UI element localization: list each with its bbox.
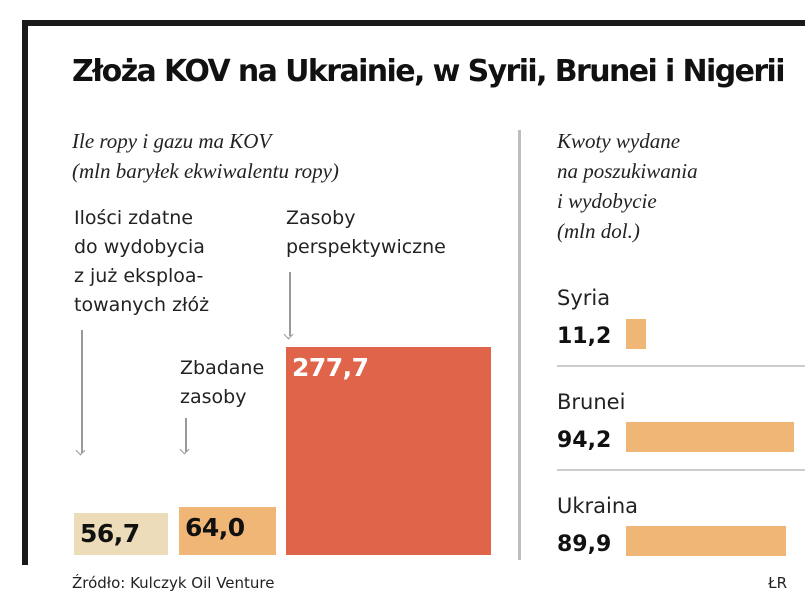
row-separator [557, 365, 805, 367]
category-label-line: Zasoby [286, 207, 356, 229]
right-subtitle-line: (mln dol.) [557, 219, 640, 243]
category-label-line: Zbadane [180, 357, 265, 379]
category-label-exploited: Ilości zdatne do wydobycia z już eksploa… [74, 204, 209, 320]
bar-syria [626, 319, 646, 349]
country-label-ukraina: Ukraina [557, 494, 639, 518]
category-label-prospective: Zasoby perspektywiczne [286, 204, 446, 262]
category-label-line: do wydobycia [74, 236, 205, 258]
country-label-syria: Syria [557, 286, 611, 310]
category-label-line: perspektywiczne [286, 236, 446, 258]
row-separator [557, 469, 805, 471]
bar-brunei [626, 422, 794, 452]
panel-divider [518, 130, 521, 560]
country-label-brunei: Brunei [557, 390, 626, 414]
arrow-head-icon [75, 445, 86, 456]
country-value-brunei: 94,2 [557, 428, 612, 453]
country-value-ukraina: 89,9 [557, 532, 612, 557]
author-credit: ŁR [768, 574, 787, 592]
category-label-explored: Zbadane zasoby [180, 354, 264, 412]
bar-exploited [74, 512, 168, 555]
left-subtitle-line: Ile ropy i gazu ma KOV [72, 129, 272, 153]
arrow-head-icon [179, 444, 190, 455]
country-value-syria: 11,2 [557, 324, 612, 349]
bar-value-label: 277,7 [292, 353, 369, 382]
category-label-line: zasoby [180, 386, 247, 408]
category-label-line: towanych złóż [74, 294, 210, 316]
arrow-head-icon [283, 329, 294, 340]
pointer-line [185, 418, 187, 452]
category-label-line: z już eksploa- [74, 265, 204, 287]
chart-title: Złoża KOV na Ukrainie, w Syrii, Brunei i… [72, 54, 785, 89]
right-subtitle-line: Kwoty wydane [557, 129, 681, 153]
frame-top-rule [22, 20, 805, 26]
bar-value-label: 56,7 [80, 518, 140, 548]
bar-prospective [286, 347, 491, 555]
pointer-line [81, 330, 83, 453]
right-subtitle: Kwoty wydane na poszukiwania i wydobycie… [557, 126, 698, 246]
frame-left-rule [22, 20, 28, 565]
bar-ukraina [626, 526, 787, 556]
category-label-line: Ilości zdatne [74, 207, 194, 229]
bar-explored [179, 507, 276, 555]
right-subtitle-line: i wydobycie [557, 189, 657, 213]
source-note: Źródło: Kulczyk Oil Venture [72, 574, 275, 592]
bar-value-label: 64,0 [185, 513, 245, 543]
pointer-line [289, 272, 291, 336]
left-subtitle: Ile ropy i gazu ma KOV (mln baryłek ekwi… [72, 126, 339, 186]
right-subtitle-line: na poszukiwania [557, 159, 698, 183]
left-subtitle-line: (mln baryłek ekwiwalentu ropy) [72, 159, 339, 183]
